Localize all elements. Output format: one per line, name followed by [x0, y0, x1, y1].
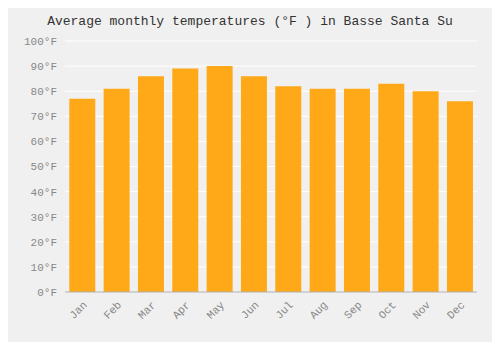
- html-text:Average monthly temperatures (: Average monthly temperatures (°F ) in Ba…: [47, 14, 453, 29]
- svg-text:May: May: [205, 299, 228, 322]
- svg-text:Aug: Aug: [308, 299, 330, 321]
- svg-text:Apr: Apr: [170, 299, 192, 321]
- svg-text:60°F: 60°F: [31, 136, 57, 148]
- svg-text:50°F: 50°F: [31, 161, 57, 173]
- svg-text:Dec: Dec: [445, 299, 467, 321]
- svg-text:80°F: 80°F: [31, 86, 57, 98]
- svg-text:100°F: 100°F: [24, 36, 57, 48]
- svg-text:40°F: 40°F: [31, 187, 57, 199]
- svg-text:10°F: 10°F: [31, 262, 57, 274]
- svg-text:Nov: Nov: [411, 299, 434, 322]
- svg-text:90°F: 90°F: [31, 61, 57, 73]
- svg-text:30°F: 30°F: [31, 212, 57, 224]
- svg-text:0°F: 0°F: [37, 287, 57, 299]
- svg-text:Mar: Mar: [136, 299, 158, 321]
- svg-text:Sep: Sep: [342, 299, 364, 321]
- svg-text:Jan: Jan: [67, 299, 89, 321]
- svg-text:20°F: 20°F: [31, 237, 57, 249]
- svg-text:70°F: 70°F: [31, 111, 57, 123]
- svg-text:Jul: Jul: [273, 299, 295, 321]
- svg-text:Jun: Jun: [239, 299, 261, 321]
- svg-text:Feb: Feb: [102, 299, 124, 321]
- svg-text:Oct: Oct: [376, 299, 398, 321]
